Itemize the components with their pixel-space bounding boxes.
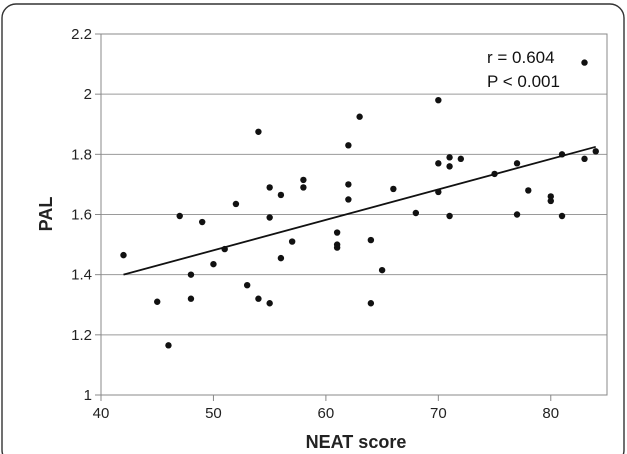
data-point [581, 155, 588, 163]
data-point [390, 185, 397, 193]
data-point [525, 187, 532, 194]
data-point [199, 218, 206, 226]
data-point [446, 212, 453, 220]
y-tick-label: 1.2 [71, 327, 92, 344]
data-point [255, 128, 262, 135]
data-point [288, 238, 296, 245]
data-point [513, 211, 521, 218]
data-point [333, 229, 341, 236]
y-tick-label: 1.6 [71, 207, 92, 224]
y-tick-label: 1 [84, 387, 92, 404]
data-point [547, 193, 554, 200]
data-point [243, 281, 251, 289]
data-point [356, 113, 363, 120]
data-point [345, 181, 352, 188]
data-point [435, 160, 442, 167]
data-point [345, 196, 352, 203]
x-tick-label: 60 [318, 405, 335, 422]
x-tick-label: 70 [430, 405, 447, 422]
data-point [176, 212, 183, 220]
data-point [367, 236, 375, 244]
x-tick-label: 80 [542, 405, 559, 422]
x-tick-label: 40 [93, 405, 110, 422]
y-tick-label: 2.2 [71, 26, 92, 43]
data-point [300, 184, 307, 191]
data-point [592, 148, 599, 155]
data-point [435, 188, 442, 196]
x-axis-title: NEAT score [306, 432, 407, 452]
data-point [232, 200, 240, 208]
data-point [210, 260, 217, 268]
annotation-p: P < 0.001 [487, 72, 560, 91]
data-point [333, 244, 341, 251]
data-point [154, 298, 161, 305]
data-point [277, 191, 285, 199]
data-point [446, 154, 453, 161]
y-tick-label: 2 [84, 86, 92, 103]
data-point [221, 245, 228, 253]
data-point [187, 295, 195, 302]
data-point [581, 59, 588, 66]
trendline [123, 145, 596, 276]
chart-border [1, 3, 625, 454]
data-point [255, 295, 262, 302]
data-point [266, 300, 273, 307]
data-point [120, 251, 127, 259]
data-point [513, 160, 521, 167]
data-point [165, 342, 172, 349]
data-point [412, 209, 420, 217]
data-point [457, 155, 465, 163]
data-point [367, 300, 375, 307]
data-point [547, 197, 554, 205]
data-point [446, 163, 453, 170]
annotation-r: r = 0.604 [487, 48, 555, 67]
data-point [277, 254, 285, 262]
data-point [558, 212, 566, 220]
y-tick-label: 1.4 [71, 267, 92, 284]
data-point [266, 184, 273, 191]
data-point [300, 176, 307, 184]
data-point [558, 151, 566, 158]
y-tick-label: 1.8 [71, 146, 92, 163]
y-axis-title: PAL [36, 197, 56, 232]
data-point [491, 170, 498, 178]
data-point [378, 266, 386, 274]
data-point [435, 96, 442, 104]
data-point [345, 142, 352, 149]
x-tick-label: 50 [205, 405, 222, 422]
data-point [266, 214, 273, 221]
data-point [187, 271, 195, 278]
